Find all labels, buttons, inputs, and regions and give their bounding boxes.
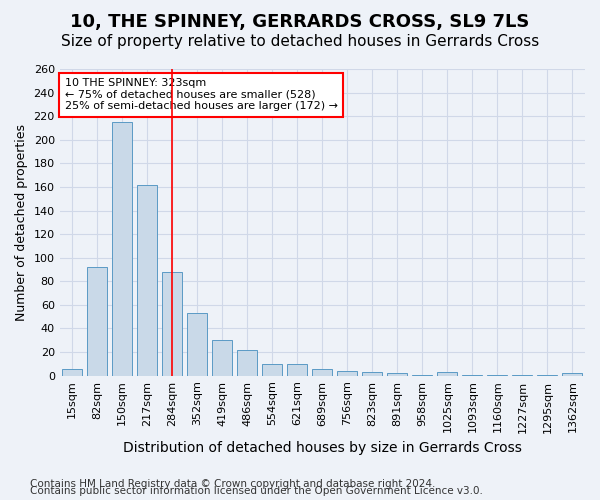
Bar: [237, 350, 257, 376]
Text: 10 THE SPINNEY: 323sqm
← 75% of detached houses are smaller (528)
25% of semi-de: 10 THE SPINNEY: 323sqm ← 75% of detached…: [65, 78, 338, 112]
X-axis label: Distribution of detached houses by size in Gerrards Cross: Distribution of detached houses by size …: [123, 441, 522, 455]
Bar: [512, 374, 532, 376]
Text: Contains public sector information licensed under the Open Government Licence v3: Contains public sector information licen…: [30, 486, 483, 496]
Text: 10, THE SPINNEY, GERRARDS CROSS, SL9 7LS: 10, THE SPINNEY, GERRARDS CROSS, SL9 7LS: [70, 12, 530, 30]
Bar: [62, 368, 82, 376]
Bar: [262, 364, 283, 376]
Bar: [187, 313, 207, 376]
Bar: [313, 368, 332, 376]
Bar: [388, 374, 407, 376]
Y-axis label: Number of detached properties: Number of detached properties: [15, 124, 28, 321]
Bar: [137, 184, 157, 376]
Bar: [538, 374, 557, 376]
Text: Contains HM Land Registry data © Crown copyright and database right 2024.: Contains HM Land Registry data © Crown c…: [30, 479, 436, 489]
Bar: [87, 267, 107, 376]
Bar: [212, 340, 232, 376]
Text: Size of property relative to detached houses in Gerrards Cross: Size of property relative to detached ho…: [61, 34, 539, 49]
Bar: [437, 372, 457, 376]
Bar: [362, 372, 382, 376]
Bar: [463, 374, 482, 376]
Bar: [287, 364, 307, 376]
Bar: [162, 272, 182, 376]
Bar: [412, 374, 433, 376]
Bar: [487, 374, 508, 376]
Bar: [112, 122, 132, 376]
Bar: [562, 374, 583, 376]
Bar: [337, 371, 358, 376]
